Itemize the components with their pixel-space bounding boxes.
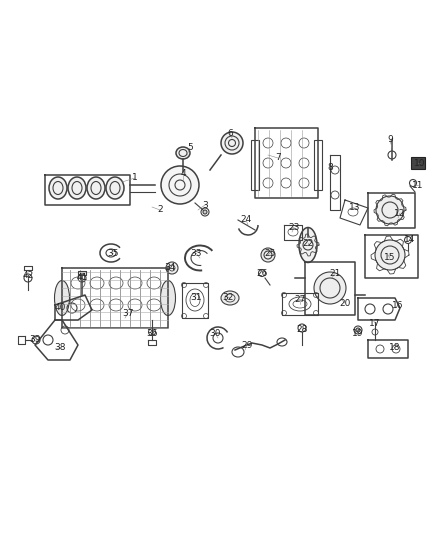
Ellipse shape bbox=[68, 177, 86, 199]
Text: 10: 10 bbox=[414, 158, 426, 167]
Text: 28: 28 bbox=[297, 326, 307, 335]
Text: 19: 19 bbox=[352, 328, 364, 337]
Ellipse shape bbox=[106, 177, 124, 199]
Text: 13: 13 bbox=[349, 204, 361, 213]
Ellipse shape bbox=[203, 210, 207, 214]
Text: 21: 21 bbox=[329, 269, 341, 278]
Text: 15: 15 bbox=[384, 254, 396, 262]
Text: 16: 16 bbox=[392, 301, 404, 310]
Text: 18: 18 bbox=[389, 343, 401, 352]
Text: 11: 11 bbox=[412, 181, 424, 190]
Ellipse shape bbox=[166, 262, 178, 274]
Text: 30: 30 bbox=[209, 328, 221, 337]
Ellipse shape bbox=[221, 291, 239, 305]
Ellipse shape bbox=[221, 132, 243, 154]
Ellipse shape bbox=[376, 196, 404, 224]
Text: 34: 34 bbox=[164, 263, 176, 272]
Text: 39: 39 bbox=[29, 335, 41, 344]
Text: 40: 40 bbox=[54, 303, 66, 312]
Text: 31: 31 bbox=[190, 294, 202, 303]
Ellipse shape bbox=[161, 166, 199, 204]
Text: 24: 24 bbox=[240, 215, 251, 224]
Text: 23: 23 bbox=[288, 223, 300, 232]
Text: 20: 20 bbox=[339, 298, 351, 308]
Text: 17: 17 bbox=[369, 319, 381, 327]
Text: 29: 29 bbox=[241, 341, 253, 350]
Text: 42: 42 bbox=[22, 271, 34, 279]
Text: 27: 27 bbox=[294, 295, 306, 304]
Ellipse shape bbox=[49, 177, 67, 199]
Text: 1: 1 bbox=[132, 174, 138, 182]
Ellipse shape bbox=[54, 280, 70, 316]
Text: 37: 37 bbox=[122, 309, 134, 318]
Text: 7: 7 bbox=[275, 154, 281, 163]
Ellipse shape bbox=[87, 177, 105, 199]
Ellipse shape bbox=[261, 248, 275, 262]
Text: 25: 25 bbox=[264, 248, 276, 257]
Text: 33: 33 bbox=[190, 248, 202, 257]
Text: 9: 9 bbox=[387, 135, 393, 144]
Ellipse shape bbox=[314, 272, 346, 304]
Text: 32: 32 bbox=[223, 293, 234, 302]
Text: 3: 3 bbox=[202, 200, 208, 209]
Text: 35: 35 bbox=[107, 248, 119, 257]
Text: 12: 12 bbox=[394, 208, 406, 217]
Text: 4: 4 bbox=[180, 168, 186, 177]
Ellipse shape bbox=[176, 147, 190, 159]
Text: 38: 38 bbox=[54, 343, 66, 352]
Text: 41: 41 bbox=[76, 273, 88, 282]
Ellipse shape bbox=[356, 328, 360, 332]
Text: 36: 36 bbox=[146, 328, 158, 337]
Ellipse shape bbox=[375, 240, 405, 270]
Text: 8: 8 bbox=[327, 164, 333, 173]
Bar bbox=[314, 140, 322, 190]
Text: 5: 5 bbox=[187, 143, 193, 152]
Ellipse shape bbox=[160, 280, 176, 316]
Ellipse shape bbox=[299, 228, 317, 262]
Text: 14: 14 bbox=[404, 236, 416, 245]
Bar bbox=[251, 140, 259, 190]
Bar bbox=[411, 157, 425, 169]
Text: 6: 6 bbox=[227, 128, 233, 138]
Text: 2: 2 bbox=[157, 206, 163, 214]
Text: 22: 22 bbox=[302, 238, 314, 247]
Text: 26: 26 bbox=[256, 269, 268, 278]
